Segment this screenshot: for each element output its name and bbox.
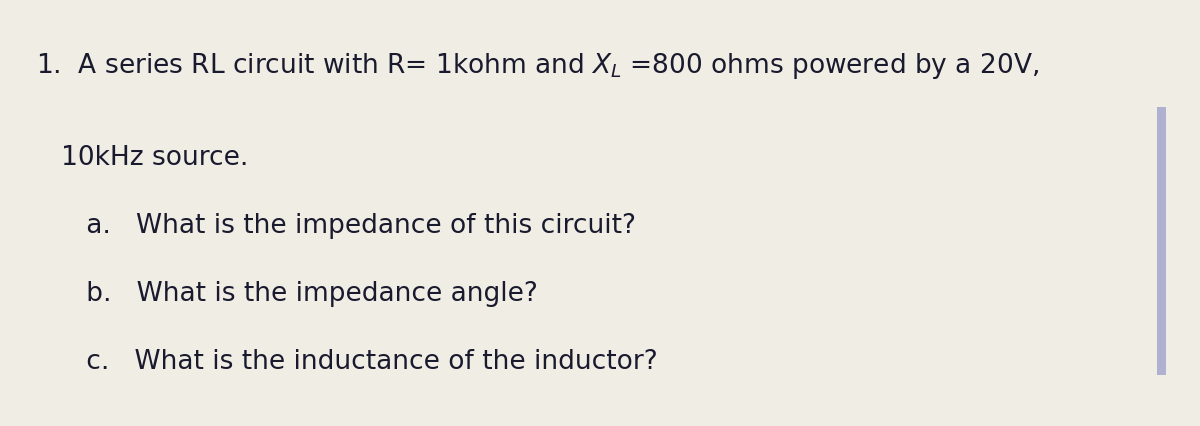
- Text: 10kHz source.: 10kHz source.: [36, 145, 248, 171]
- Text: b.   What is the impedance angle?: b. What is the impedance angle?: [36, 281, 538, 307]
- Text: 1.  A series RL circuit with R= 1kohm and $X_L$ =800 ohms powered by a 20V,: 1. A series RL circuit with R= 1kohm and…: [36, 51, 1039, 81]
- Text: c.   What is the inductance of the inductor?: c. What is the inductance of the inducto…: [36, 349, 658, 375]
- FancyBboxPatch shape: [1157, 106, 1166, 375]
- Text: a.   What is the impedance of this circuit?: a. What is the impedance of this circuit…: [36, 213, 636, 239]
